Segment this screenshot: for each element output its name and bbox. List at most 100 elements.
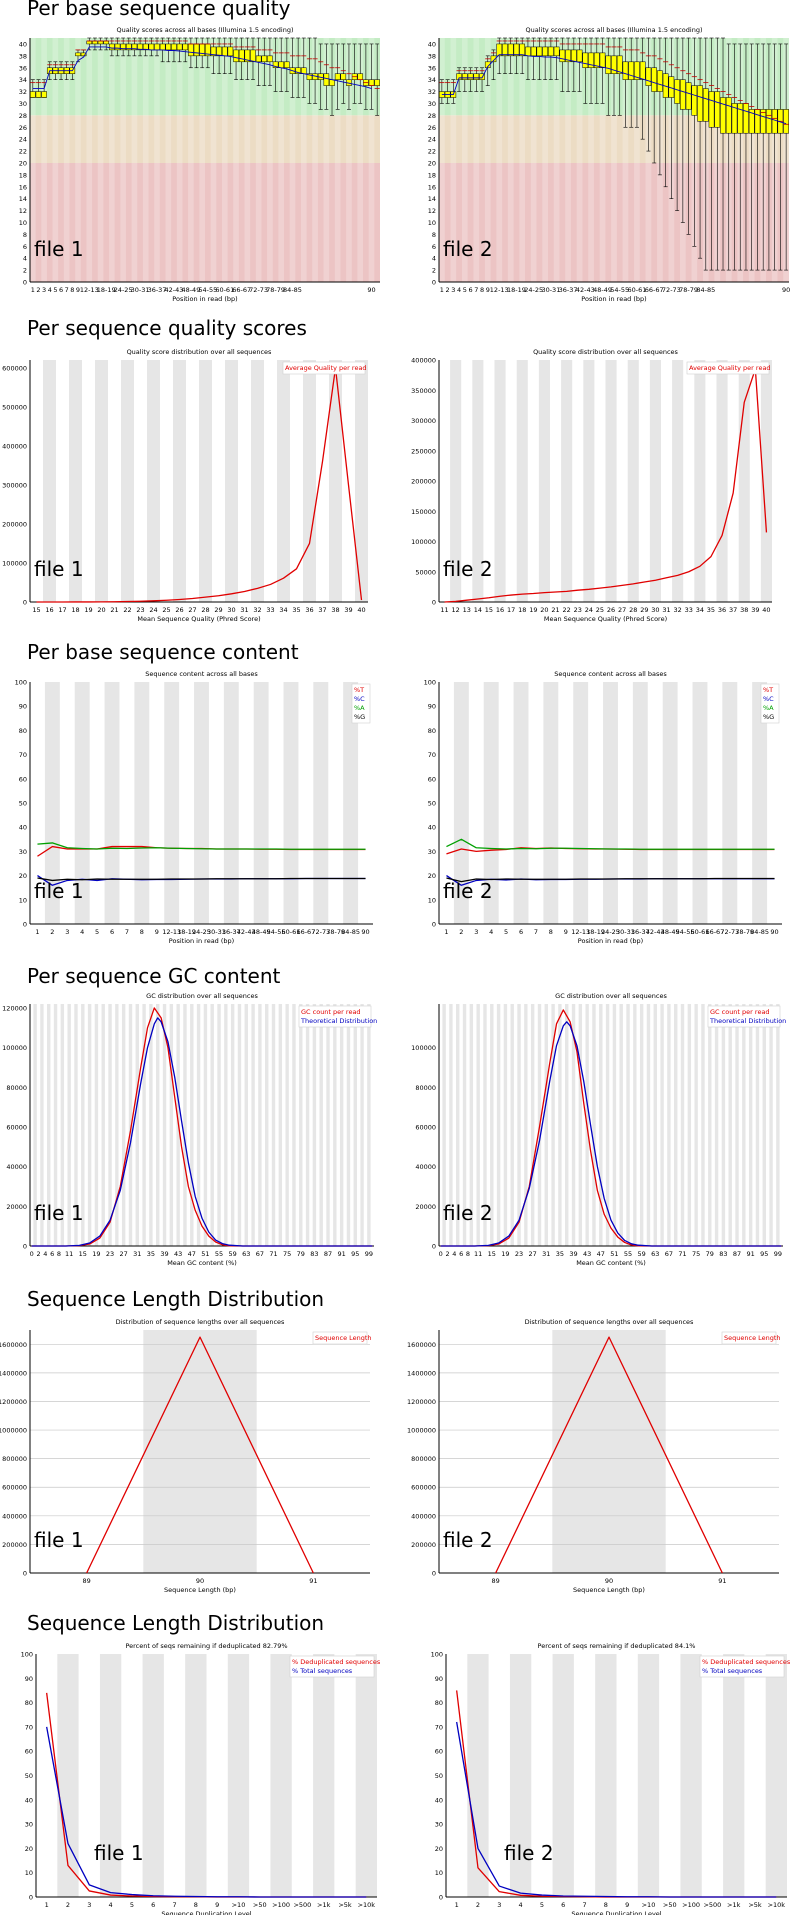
box xyxy=(611,55,617,74)
column-band xyxy=(573,682,589,924)
x-tick-label: 23 xyxy=(574,606,582,614)
x-tick-label: 72-73 xyxy=(662,286,681,294)
y-tick-label: 38 xyxy=(428,52,436,60)
x-tick-label: 3 xyxy=(42,286,46,294)
column-band xyxy=(165,38,172,282)
file-label: file 2 xyxy=(443,879,493,903)
x-tick-label: 75 xyxy=(692,1250,700,1258)
x-tick-label: 24 xyxy=(585,606,593,614)
box xyxy=(507,43,514,57)
column-band xyxy=(230,1004,235,1246)
x-tick-label: 23 xyxy=(106,1250,114,1258)
column-band xyxy=(333,1004,337,1246)
legend-item: Theoretical Distribution xyxy=(709,1017,786,1025)
column-band xyxy=(462,1004,467,1246)
y-tick-label: 600000 xyxy=(411,1484,436,1492)
column-band xyxy=(313,1654,335,1897)
chart-title: GC distribution over all sequences xyxy=(555,992,667,1000)
x-tick-label: 95 xyxy=(351,1250,359,1258)
box xyxy=(103,40,110,45)
x-tick-label: 54-55 xyxy=(676,928,695,936)
x-tick-label: 31 xyxy=(240,606,248,614)
x-tick-label: 54-55 xyxy=(267,928,286,936)
y-tick-label: 20 xyxy=(428,159,436,167)
x-tick-label: 8 xyxy=(604,1901,608,1909)
y-tick-label: 0 xyxy=(23,279,27,287)
box xyxy=(576,49,583,63)
chart-title: Distribution of sequence lengths over al… xyxy=(116,1318,285,1326)
column-band xyxy=(44,682,60,924)
y-tick-label: 100000 xyxy=(2,559,27,567)
x-tick-label: 36-37 xyxy=(631,928,650,936)
column-band xyxy=(516,360,528,602)
column-band xyxy=(442,1004,446,1246)
column-band xyxy=(701,1004,705,1246)
x-tick-label: 4 xyxy=(519,1901,523,1909)
column-band xyxy=(251,360,264,602)
x-tick-label: 31 xyxy=(662,606,670,614)
x-tick-label: 48-49 xyxy=(181,286,200,294)
box xyxy=(30,91,36,98)
x-tick-label: 78-79 xyxy=(679,286,698,294)
x-axis-label: Mean GC content (%) xyxy=(167,1259,237,1267)
column-band xyxy=(233,38,239,282)
legend-item: %T xyxy=(763,686,773,694)
x-tick-label: 43 xyxy=(583,1250,591,1258)
column-band xyxy=(313,682,329,924)
column-band xyxy=(183,1004,187,1246)
x-tick-label: 28 xyxy=(201,606,209,614)
legend-item: %C xyxy=(763,695,774,703)
x-tick-label: 30-31 xyxy=(541,286,560,294)
column-band xyxy=(142,38,149,282)
y-tick-label: 70 xyxy=(428,751,436,759)
column-band xyxy=(576,38,583,282)
box xyxy=(120,43,126,51)
column-band xyxy=(360,1004,364,1246)
column-band xyxy=(649,360,661,602)
box xyxy=(519,43,526,57)
x-tick-label: 84-85 xyxy=(750,928,769,936)
chart-11: 0 10 20 30 40 50 60 70 80 90 100 1 2 3 4 5 6 7 8 9 >10 >50 >10… xyxy=(21,1642,381,1915)
y-tick-label: 350000 xyxy=(411,387,436,395)
box xyxy=(536,46,543,57)
x-tick-label: 22 xyxy=(123,606,131,614)
y-tick-label: 300000 xyxy=(411,417,436,425)
x-tick-label: 6 xyxy=(561,1901,565,1909)
x-tick-label: 8 xyxy=(194,1901,198,1909)
column-band xyxy=(519,38,526,282)
x-tick-label: 3 xyxy=(65,928,69,936)
column-band xyxy=(237,1004,242,1246)
x-tick-label: 79 xyxy=(706,1250,714,1258)
x-tick-label: 90 xyxy=(770,928,778,936)
box xyxy=(743,103,749,134)
y-tick-label: 0 xyxy=(432,1570,436,1578)
x-tick-label: 7 xyxy=(65,286,69,294)
y-tick-label: 60000 xyxy=(6,1123,27,1131)
x-tick-label: 4 xyxy=(109,1901,113,1909)
y-tick-label: 1000000 xyxy=(0,1427,27,1435)
y-tick-label: 100000 xyxy=(411,538,436,546)
x-tick-label: 39 xyxy=(344,606,352,614)
x-tick-label: 91 xyxy=(718,1577,726,1585)
x-tick-label: 19 xyxy=(501,1250,509,1258)
box xyxy=(685,82,692,110)
y-tick-label: 20000 xyxy=(415,1203,436,1211)
x-tick-label: 4 xyxy=(43,1250,47,1258)
x-tick-label: 26 xyxy=(175,606,183,614)
y-tick-label: 18 xyxy=(19,171,27,179)
column-band xyxy=(57,1654,79,1897)
x-tick-label: >5k xyxy=(338,1901,352,1909)
x-tick-label: 55 xyxy=(624,1250,632,1258)
column-band xyxy=(542,38,549,282)
column-band xyxy=(456,1004,460,1246)
x-tick-label: 8 xyxy=(480,286,484,294)
x-tick-label: 3 xyxy=(87,1901,91,1909)
x-tick-label: 78-79 xyxy=(266,286,285,294)
x-tick-label: 4 xyxy=(80,928,84,936)
column-band xyxy=(47,1004,51,1246)
x-axis-label: Position in read (bp) xyxy=(172,295,237,303)
x-tick-label: 8 xyxy=(57,1250,61,1258)
column-band xyxy=(507,38,514,282)
x-axis-label: Sequence Length (bp) xyxy=(573,1586,645,1594)
x-tick-label: 39 xyxy=(569,1250,577,1258)
